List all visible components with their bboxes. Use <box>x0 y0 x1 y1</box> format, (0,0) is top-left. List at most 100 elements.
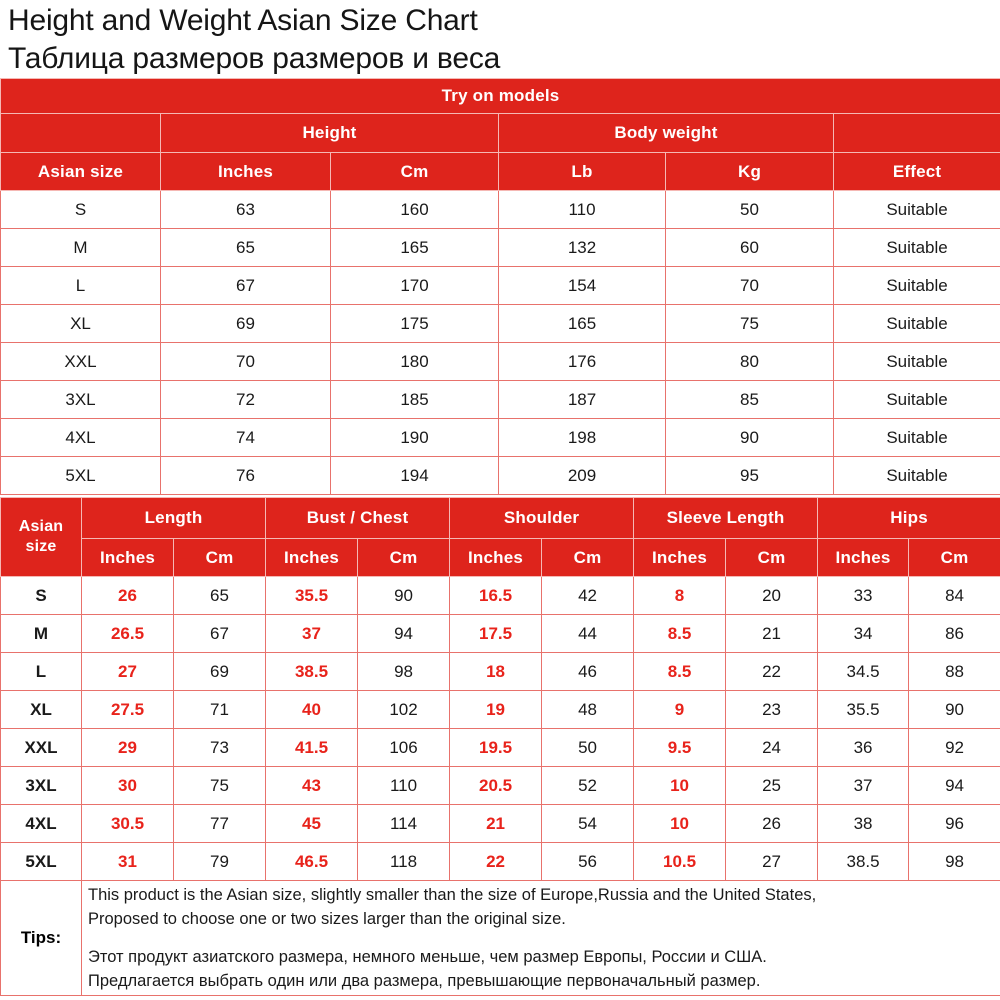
table-row: 4XL 30.5 77 45 114 21 54 10 26 38 96 <box>0 804 1000 843</box>
table2-cell-shoulder-in: 21 <box>449 804 543 843</box>
table2-col-bust-cm: Cm <box>357 538 451 577</box>
table2-cell-sleeve-cm: 27 <box>725 842 819 881</box>
table1-cell-effect: Suitable <box>832 228 1000 267</box>
tips-content: This product is the Asian size, slightly… <box>80 880 1000 996</box>
table1-group-effect-blank <box>832 113 1000 153</box>
table2-cell-shoulder-in: 19.5 <box>449 728 543 767</box>
table1-cell-height-in: 76 <box>160 456 331 495</box>
table2-cell-size: 3XL <box>0 766 82 805</box>
table1-cell-effect: Suitable <box>832 456 1000 495</box>
table2-cell-bust-in: 38.5 <box>265 652 359 691</box>
table2-group-sleeve-length: Sleeve Length <box>633 497 819 539</box>
table1-cell-effect: Suitable <box>832 266 1000 305</box>
table2-cell-sleeve-cm: 24 <box>725 728 819 767</box>
table1-cell-height-cm: 160 <box>330 190 499 229</box>
table2-cell-sleeve-cm: 20 <box>725 576 819 615</box>
table2-cell-sleeve-in: 8 <box>633 576 727 615</box>
table2-cell-hips-in: 34 <box>817 614 910 653</box>
table2-cell-size: XXL <box>0 728 82 767</box>
table1-cell-weight-lb: 209 <box>498 456 666 495</box>
table2-cell-size: XL <box>0 690 82 729</box>
table-row: XL 27.5 71 40 102 19 48 9 23 35.5 90 <box>0 690 1000 729</box>
table1-col-weight-lb: Lb <box>498 152 666 191</box>
table1-cell-height-cm: 190 <box>330 418 499 457</box>
table2-col-hips-cm: Cm <box>908 538 1000 577</box>
table1-cell-weight-kg: 75 <box>665 304 834 343</box>
table1-cell-height-cm: 185 <box>330 380 499 419</box>
table2-col-sleeve-cm: Cm <box>725 538 819 577</box>
table1-cell-size: L <box>0 266 161 305</box>
table2-cell-length-cm: 71 <box>172 690 267 729</box>
table2-cell-sleeve-in: 10 <box>633 804 727 843</box>
table1-group-body-weight: Body weight <box>498 113 834 153</box>
table2-cell-hips-in: 37 <box>817 766 910 805</box>
table2-cell-hips-in: 38.5 <box>817 842 910 881</box>
table-row: L 67 170 154 70 Suitable <box>0 266 1000 305</box>
table1-cell-size: S <box>0 190 161 229</box>
table2-cell-length-in: 27.5 <box>81 690 174 729</box>
table2-cell-sleeve-in: 8.5 <box>633 652 727 691</box>
table2-cell-length-in: 27 <box>81 652 174 691</box>
table2-group-header-row: Asian size Length Bust / Chest Shoulder … <box>0 497 1000 577</box>
table2-col-length-cm: Cm <box>172 538 267 577</box>
table2-cell-length-in: 30.5 <box>81 804 174 843</box>
table-row: 5XL 31 79 46.5 118 22 56 10.5 27 38.5 98 <box>0 842 1000 881</box>
table1-cell-weight-kg: 80 <box>665 342 834 381</box>
table2-cell-hips-cm: 96 <box>908 804 1000 843</box>
table1-cell-weight-kg: 85 <box>665 380 834 419</box>
table1-cell-height-cm: 194 <box>330 456 499 495</box>
table1-cell-size: 4XL <box>0 418 161 457</box>
table-row: M 65 165 132 60 Suitable <box>0 228 1000 267</box>
table2-cell-shoulder-cm: 42 <box>541 576 635 615</box>
table1-cell-weight-kg: 60 <box>665 228 834 267</box>
table1-column-header-row: Asian size Inches Cm Lb Kg Effect <box>0 152 1000 191</box>
table1-cell-height-in: 69 <box>160 304 331 343</box>
table2-col-shoulder-inches: Inches <box>449 538 543 577</box>
table2-cell-bust-cm: 98 <box>357 652 451 691</box>
table1-cell-height-in: 67 <box>160 266 331 305</box>
table2-col-bust-inches: Inches <box>265 538 359 577</box>
table1-group-size-blank <box>0 113 161 153</box>
table1-cell-size: XXL <box>0 342 161 381</box>
table1-cell-effect: Suitable <box>832 418 1000 457</box>
table1-col-height-cm: Cm <box>330 152 499 191</box>
table2-cell-hips-cm: 98 <box>908 842 1000 881</box>
table1-cell-weight-kg: 90 <box>665 418 834 457</box>
tips-row: Tips: This product is the Asian size, sl… <box>0 880 1000 996</box>
table1-col-height-inches: Inches <box>160 152 331 191</box>
table2-cell-length-in: 29 <box>81 728 174 767</box>
table2-cell-bust-in: 37 <box>265 614 359 653</box>
table2-cell-bust-cm: 102 <box>357 690 451 729</box>
table1-cell-effect: Suitable <box>832 380 1000 419</box>
table2-cell-sleeve-cm: 26 <box>725 804 819 843</box>
table2-cell-length-in: 30 <box>81 766 174 805</box>
table2-cell-sleeve-cm: 22 <box>725 652 819 691</box>
table2-cell-length-cm: 79 <box>172 842 267 881</box>
table2-group-shoulder: Shoulder <box>449 497 635 539</box>
tips-label: Tips: <box>0 880 82 996</box>
table1-cell-height-in: 72 <box>160 380 331 419</box>
table2-cell-hips-in: 38 <box>817 804 910 843</box>
table1-cell-weight-kg: 50 <box>665 190 834 229</box>
table1-cell-weight-lb: 132 <box>498 228 666 267</box>
table2-cell-length-in: 26.5 <box>81 614 174 653</box>
table2-cell-hips-cm: 92 <box>908 728 1000 767</box>
table2-cell-bust-in: 46.5 <box>265 842 359 881</box>
table1-cell-height-cm: 165 <box>330 228 499 267</box>
table2-cell-length-cm: 69 <box>172 652 267 691</box>
table2-cell-bust-cm: 94 <box>357 614 451 653</box>
table2-cell-bust-cm: 114 <box>357 804 451 843</box>
table1-cell-weight-lb: 165 <box>498 304 666 343</box>
table2-cell-bust-cm: 118 <box>357 842 451 881</box>
table2-group-bust-chest: Bust / Chest <box>265 497 451 539</box>
table1-cell-effect: Suitable <box>832 190 1000 229</box>
table1-cell-height-cm: 170 <box>330 266 499 305</box>
table2-cell-shoulder-cm: 46 <box>541 652 635 691</box>
table1-cell-weight-lb: 176 <box>498 342 666 381</box>
table1-cell-height-in: 63 <box>160 190 331 229</box>
table2-cell-shoulder-in: 20.5 <box>449 766 543 805</box>
table1-cell-height-in: 65 <box>160 228 331 267</box>
table2-cell-bust-in: 40 <box>265 690 359 729</box>
table2-cell-hips-cm: 90 <box>908 690 1000 729</box>
